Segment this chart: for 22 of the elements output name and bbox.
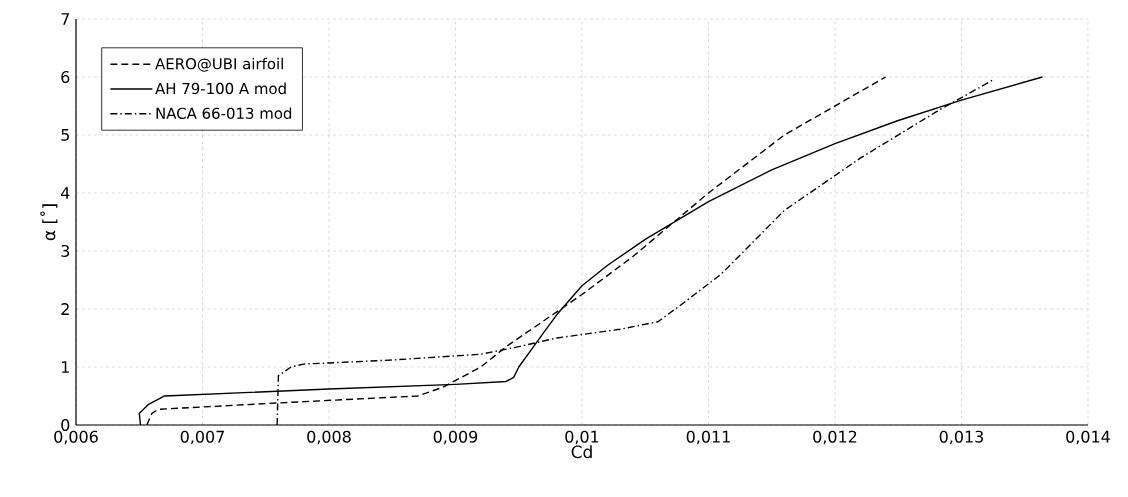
y-tick-label: 1	[61, 361, 69, 373]
x-tick-label: 0,01	[565, 430, 599, 445]
y-tick-label: 3	[61, 244, 70, 258]
x-tick-label: 0,006	[54, 430, 98, 445]
y-tick-label: 7	[61, 13, 69, 25]
x-tick-label: 0,014	[1066, 430, 1110, 445]
y-tick-label: 5	[61, 129, 69, 141]
x-axis-title: Cd	[571, 445, 592, 459]
legend-label: NACA 66-013 mod	[156, 107, 292, 119]
y-tick-label: 0	[61, 418, 70, 432]
x-tick-label: 0,007	[180, 430, 224, 445]
x-tick-label: 0,008	[307, 430, 351, 445]
x-tick-label: 0,012	[813, 430, 857, 445]
y-tick-label: 6	[61, 70, 70, 84]
x-tick-label: 0,011	[686, 430, 730, 445]
y-tick-label: 2	[61, 303, 69, 315]
x-tick-label: 0,009	[433, 430, 478, 445]
legend-label: AERO@UBI airfoil	[155, 57, 283, 72]
legend-label: AH 79-100 A mod	[155, 82, 286, 95]
y-tick-label: 4	[61, 187, 70, 199]
y-axis-title: α [˚]	[40, 204, 58, 241]
x-tick-label: 0,013	[939, 430, 984, 445]
